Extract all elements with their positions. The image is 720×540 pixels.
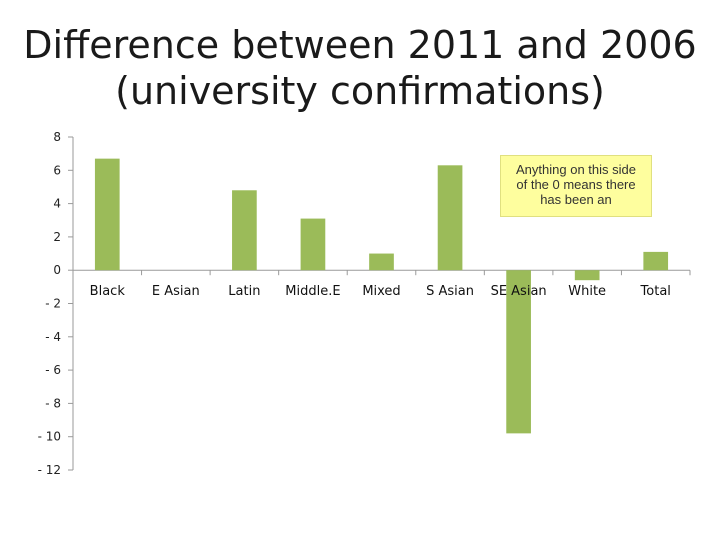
y-tick-label: - 4 [45, 330, 61, 344]
bar-white [574, 270, 600, 281]
x-category-label: Black [90, 284, 126, 299]
x-category-label: S Asian [426, 284, 474, 299]
x-category-label: SE Asian [491, 284, 547, 299]
chart-title-line-1: Difference between 2011 and 2006 [23, 23, 697, 67]
y-tick-label: - 2 [45, 297, 61, 311]
bar-middle-e [300, 218, 326, 271]
x-category-label: Mixed [362, 284, 400, 299]
x-category-label: Latin [228, 284, 260, 299]
bar-mixed [369, 253, 394, 271]
y-tick-label: - 6 [45, 363, 61, 377]
bar-latin [232, 190, 257, 271]
y-tick-label: - 12 [38, 463, 61, 477]
bar-black [94, 158, 120, 271]
y-tick-label: - 10 [38, 430, 61, 444]
chart-bars [94, 158, 669, 434]
bar-s-asian [437, 165, 463, 271]
chart-title-line-2: (university confirmations) [115, 69, 605, 113]
y-tick-label: 0 [53, 263, 61, 277]
bar-total [643, 251, 669, 271]
y-tick-label: - 8 [45, 396, 61, 410]
x-category-label: Total [640, 284, 671, 299]
y-tick-label: 2 [53, 230, 61, 244]
x-category-label: Middle.E [285, 284, 340, 299]
y-tick-label: 4 [53, 197, 61, 211]
bar-se-asian [506, 270, 531, 434]
chart-title: Difference between 2011 and 2006 (univer… [0, 22, 720, 114]
x-category-label: E Asian [152, 284, 200, 299]
chart-labels: 8 6 4 2 0 - 2 - 4 - 6 - 8 - 10 - 12 Black E Asian Lat… [38, 130, 671, 477]
annotation-callout: Anything on this side of the 0 means the… [500, 155, 652, 217]
y-tick-label: 8 [53, 130, 61, 144]
x-category-label: White [568, 284, 606, 299]
y-tick-label: 6 [53, 163, 61, 177]
